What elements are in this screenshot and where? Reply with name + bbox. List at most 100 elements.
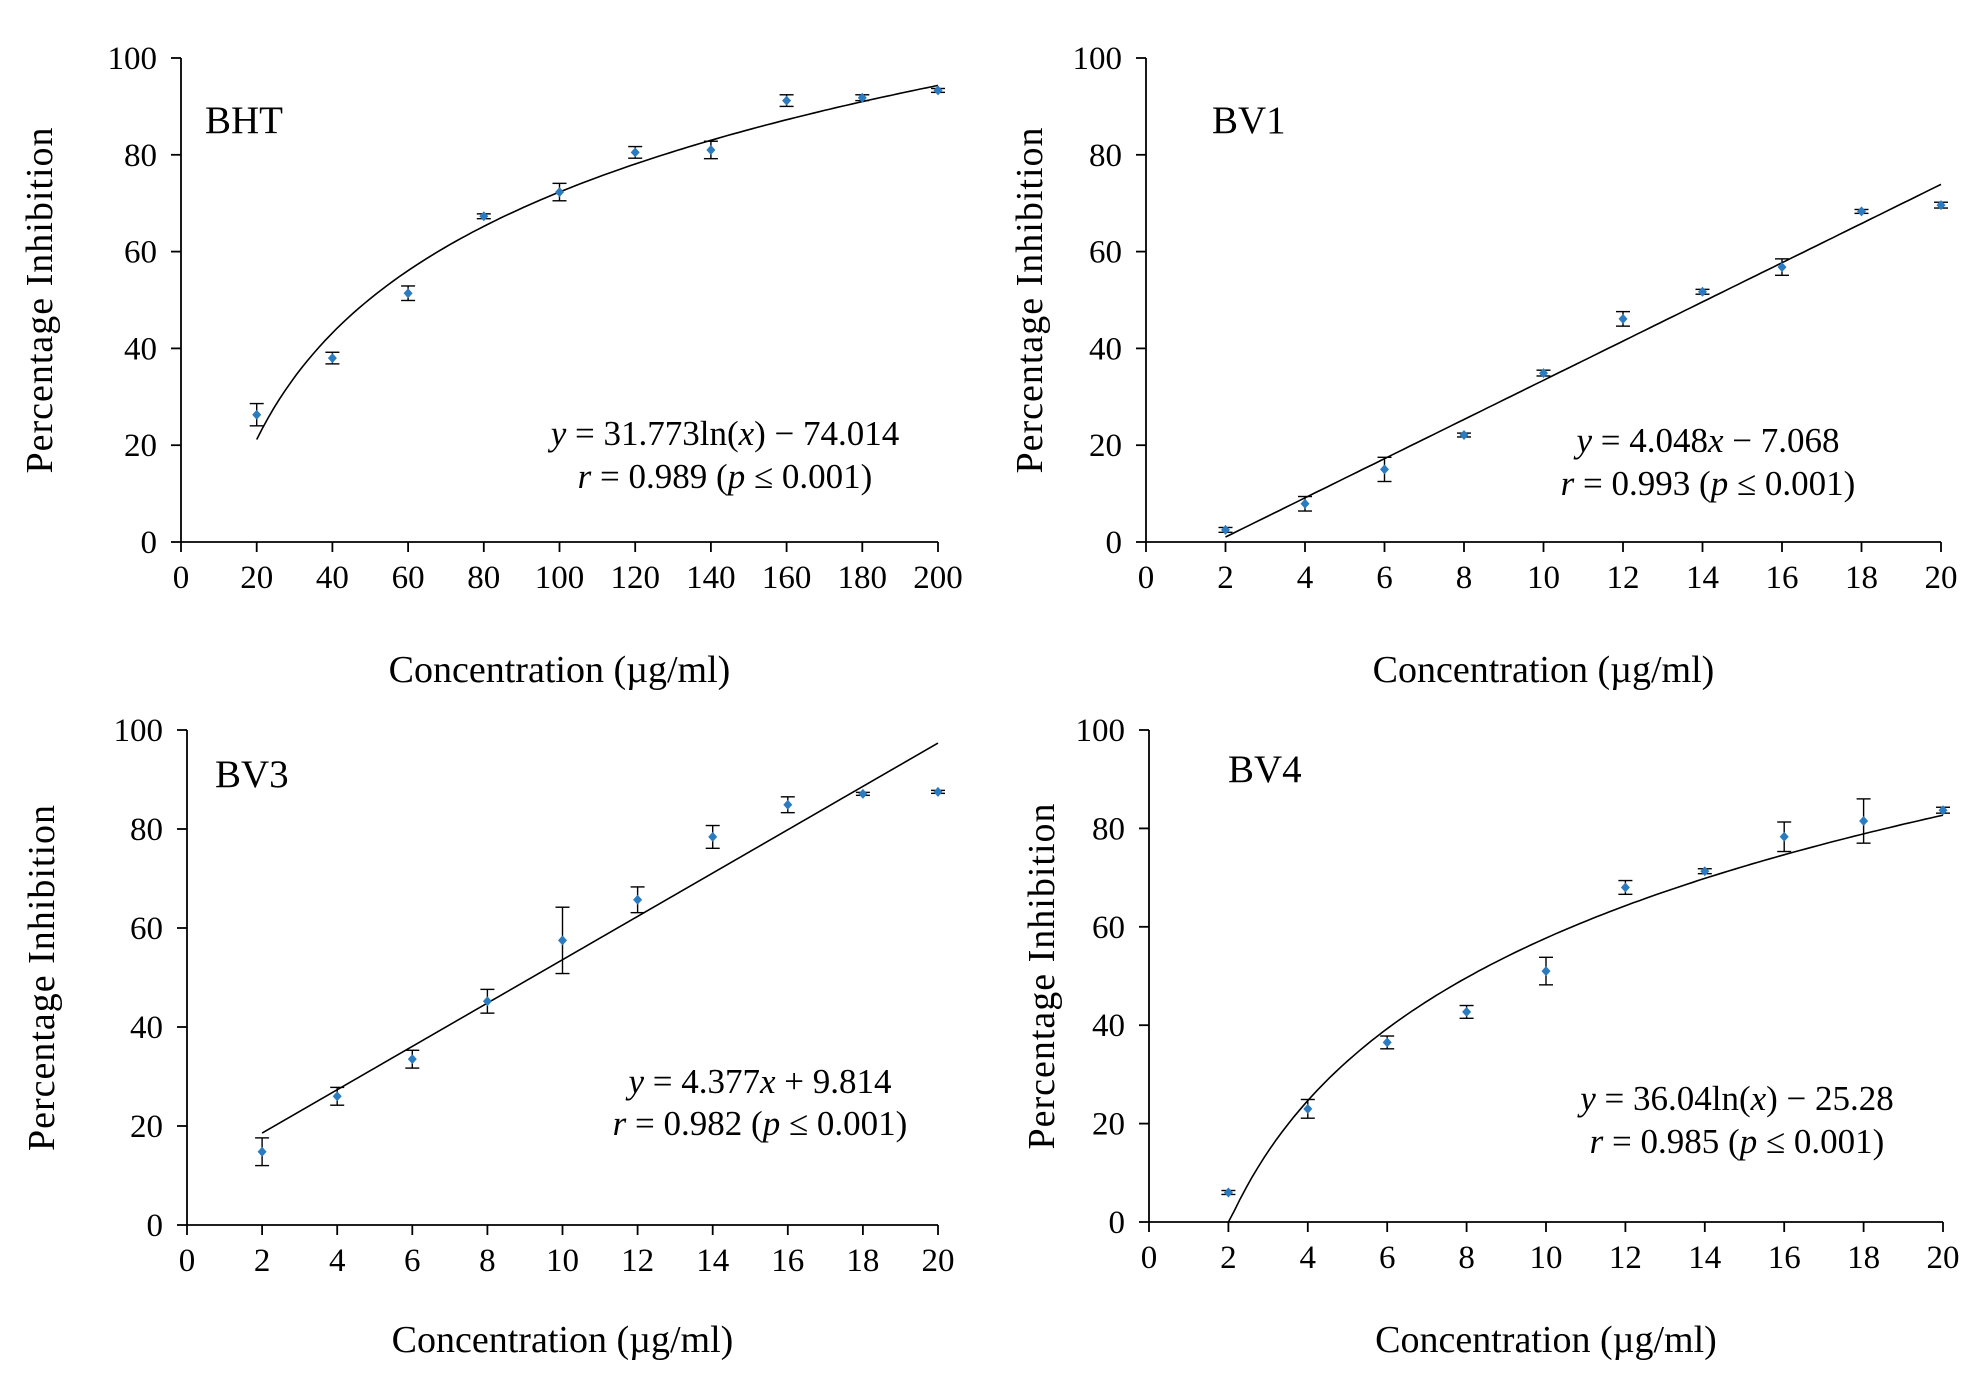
chart-panel-bv3: 0 20 40 60 80 100 0 2 4 6 8 10 12 14 16 18 20 Percentage …: [21, 713, 955, 1361]
x-axis-label: Concentration (µg/ml): [392, 1319, 734, 1361]
data-point: [633, 894, 643, 905]
eq-var: x: [1750, 1079, 1767, 1118]
y-tick-label: 20: [124, 428, 157, 464]
chart-panel-bv1: 0 20 40 60 80 100 0 2 4 6 8 10 12 14 16 18 20 Percentage …: [1009, 41, 1958, 691]
y-tick-label: 80: [130, 812, 163, 848]
x-tick-label: 20: [922, 1243, 955, 1279]
correlation-stat: r = 0.985 (p ≤ 0.001): [1590, 1122, 1885, 1161]
regression-equation: y = 31.773ln(x) − 74.014: [548, 414, 900, 453]
x-tick-label: 40: [316, 560, 349, 596]
trend-line: [1225, 183, 1942, 538]
y-tick-label: 0: [141, 525, 158, 561]
x-axis-label: Concentration (µg/ml): [1373, 649, 1715, 691]
data-point: [1382, 1037, 1392, 1048]
y-tick-label: 80: [1089, 138, 1122, 174]
data-point: [1936, 200, 1946, 211]
x-tick-label: 16: [1768, 1240, 1801, 1276]
x-tick-label: 2: [1217, 560, 1234, 596]
x-tick-label: 14: [1688, 1240, 1721, 1276]
y-axis-label: Percentage Inhibition: [1009, 126, 1051, 473]
stat-r: r: [1561, 464, 1575, 503]
data-point: [1779, 831, 1789, 842]
y-axis-label: Percentage Inhibition: [1021, 802, 1063, 1149]
data-point: [630, 147, 640, 158]
y-tick-label: 40: [1089, 331, 1122, 367]
eq-var: x: [759, 1062, 776, 1101]
x-tick-label: 120: [610, 560, 660, 596]
x-tick-label: 4: [329, 1243, 346, 1279]
x-tick-label: 0: [1141, 1240, 1158, 1276]
regression-equation: y = 36.04ln(x) − 25.28: [1577, 1079, 1894, 1118]
stat-p: p: [1708, 464, 1729, 503]
chart-panel-bv4: 0 20 40 60 80 100 0 2 4 6 8 10 12 14 16 18 20 Percentage …: [1021, 713, 1960, 1361]
stat-r: r: [613, 1104, 627, 1143]
eq-rhs2: ) − 25.28: [1766, 1079, 1894, 1118]
stat-p: p: [725, 457, 746, 496]
data-point: [1459, 430, 1469, 441]
data-point: [1539, 368, 1548, 379]
eq-lhs: y: [1573, 421, 1592, 460]
stat-p: p: [1737, 1122, 1758, 1161]
correlation-stat: r = 0.993 (p ≤ 0.001): [1561, 464, 1856, 503]
regression-equation: y = 4.048x − 7.068: [1573, 421, 1839, 460]
eq-rhs: = 31.773ln(: [566, 414, 738, 453]
y-tick-label: 0: [1106, 525, 1123, 561]
data-point: [933, 786, 943, 797]
x-tick-label: 20: [1927, 1240, 1960, 1276]
stat-rval: = 0.985 (: [1603, 1122, 1739, 1161]
x-tick-label: 8: [479, 1243, 496, 1279]
trend-line: [261, 742, 939, 1134]
data-point: [782, 95, 792, 106]
y-tick-label: 40: [1092, 1008, 1125, 1044]
y-tick-label: 20: [1092, 1107, 1125, 1143]
x-tick-label: 20: [240, 560, 273, 596]
x-axis-label: Concentration (µg/ml): [1375, 1319, 1717, 1361]
trend-line: [1227, 814, 1944, 1223]
data-point: [1859, 816, 1869, 827]
eq-rhs: = 36.04ln(: [1596, 1079, 1751, 1118]
data-point: [479, 211, 489, 222]
x-tick-label: 20: [1925, 560, 1958, 596]
y-tick-label: 100: [114, 713, 164, 749]
eq-lhs: y: [1577, 1079, 1596, 1118]
data-point: [558, 935, 567, 946]
x-tick-label: 180: [838, 560, 888, 596]
eq-lhs: y: [548, 414, 567, 453]
stat-p: p: [760, 1104, 781, 1143]
data-point: [1618, 313, 1628, 324]
x-tick-label: 0: [1138, 560, 1155, 596]
eq-lhs: y: [625, 1062, 644, 1101]
stat-rval: = 0.993 (: [1574, 464, 1710, 503]
panel-title: BV4: [1228, 748, 1302, 791]
panel-title: BHT: [205, 99, 283, 142]
data-point: [1221, 524, 1230, 535]
x-tick-label: 18: [846, 1243, 879, 1279]
data-point: [1223, 1187, 1233, 1198]
y-tick-label: 0: [147, 1208, 164, 1244]
x-tick-label: 12: [1609, 1240, 1642, 1276]
data-point: [1303, 1103, 1313, 1114]
eq-rhs2: + 9.814: [776, 1062, 892, 1101]
data-point: [857, 92, 867, 103]
eq-var: x: [738, 414, 755, 453]
y-tick-label: 100: [1073, 41, 1123, 77]
data-point: [1777, 262, 1787, 273]
eq-rhs: = 4.377: [644, 1062, 760, 1101]
x-tick-label: 14: [1686, 560, 1719, 596]
x-tick-label: 10: [1527, 560, 1560, 596]
x-tick-label: 140: [686, 560, 736, 596]
x-tick-label: 2: [254, 1243, 271, 1279]
data-point: [1700, 866, 1710, 877]
y-tick-label: 40: [130, 1010, 163, 1046]
x-tick-label: 2: [1220, 1240, 1237, 1276]
x-tick-label: 0: [173, 560, 190, 596]
y-tick-label: 80: [1092, 811, 1125, 847]
data-point: [1462, 1006, 1472, 1017]
data-point: [783, 799, 793, 810]
data-point: [1698, 286, 1707, 297]
y-tick-label: 60: [130, 911, 163, 947]
x-tick-label: 80: [467, 560, 500, 596]
x-tick-label: 160: [762, 560, 812, 596]
data-point: [257, 1146, 267, 1157]
